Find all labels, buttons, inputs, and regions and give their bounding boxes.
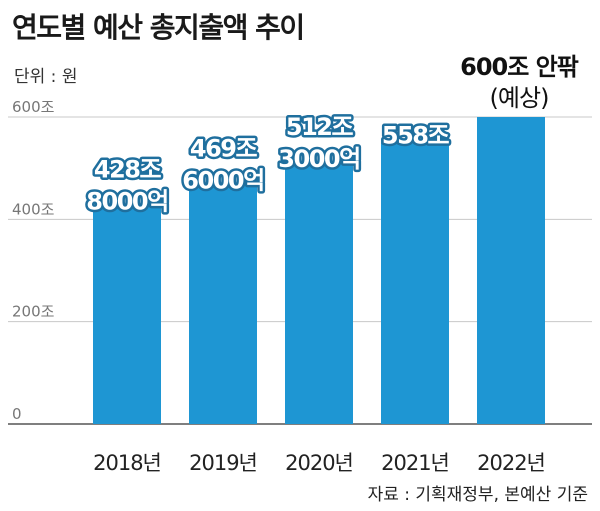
bar-layer bbox=[93, 117, 545, 425]
x-tick-label: 2019년 bbox=[189, 451, 257, 475]
data-label: 469조 bbox=[190, 135, 258, 163]
y-tick-label: 200조 bbox=[12, 303, 55, 321]
chart-title: 연도별 예산 총지출액 추이 bbox=[12, 11, 305, 44]
label-layer: 2018년 428조 8000억 2019년 469조 6000억 2020년 512조 300… bbox=[84, 53, 580, 475]
bar bbox=[381, 138, 449, 425]
unit-label: 단위 : 원 bbox=[14, 67, 78, 87]
data-label: 558조 bbox=[382, 121, 450, 149]
data-label: 8000억 bbox=[86, 188, 167, 216]
x-tick-label: 2020년 bbox=[285, 451, 353, 475]
data-label: 3000억 bbox=[278, 145, 359, 173]
callout-sublabel: (예상) bbox=[490, 84, 549, 112]
bar bbox=[477, 117, 545, 424]
x-tick-label: 2022년 bbox=[477, 451, 545, 475]
x-tick-label: 2018년 bbox=[93, 451, 161, 475]
data-label: 6000억 bbox=[182, 167, 263, 195]
bar bbox=[285, 161, 353, 424]
callout-label: 600조 안팎 bbox=[460, 53, 579, 81]
y-tick-label: 600조 bbox=[12, 98, 55, 116]
bar bbox=[93, 204, 161, 424]
x-tick-label: 2021년 bbox=[381, 451, 449, 475]
bar bbox=[189, 183, 257, 424]
y-tick-label: 0 bbox=[12, 405, 22, 423]
y-tick-label: 400조 bbox=[12, 200, 55, 218]
source-note: 자료 : 기획재정부, 본예산 기준 bbox=[367, 485, 588, 505]
data-label: 512조 bbox=[286, 113, 354, 141]
data-label: 428조 bbox=[94, 156, 162, 184]
